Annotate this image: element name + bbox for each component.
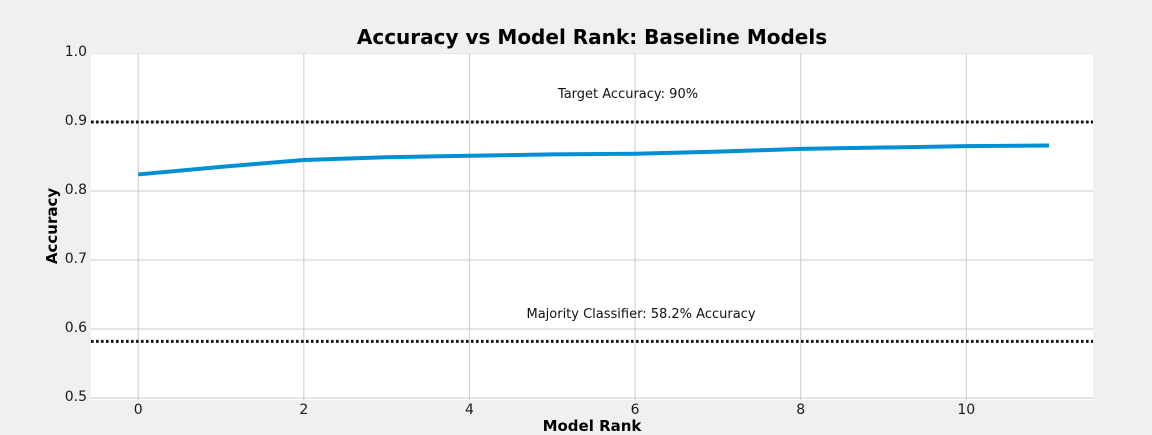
y-tick-label: 1.0 (64, 44, 87, 60)
x-axis-label: Model Rank (542, 417, 642, 435)
y-tick-label: 0.5 (64, 389, 87, 405)
accuracy-line (138, 143, 1050, 177)
chart-title: Accuracy vs Model Rank: Baseline Models (356, 25, 828, 49)
y-tick-label: 0.7 (64, 251, 87, 267)
majority-classifier-annotation: Majority Classifier: 58.2% Accuracy (526, 307, 756, 322)
target-accuracy-annotation: Target Accuracy: 90% (557, 87, 699, 102)
plot-area (91, 53, 1093, 400)
y-axis-label: Accuracy (43, 187, 61, 265)
x-tick-label: 4 (464, 402, 474, 418)
x-tick-label: 0 (133, 402, 143, 418)
x-tick-label: 6 (630, 402, 640, 418)
chart-canvas (91, 53, 1093, 400)
y-tick-label: 0.6 (64, 320, 87, 336)
y-tick-label: 0.8 (64, 182, 87, 198)
x-tick-label: 2 (299, 402, 309, 418)
x-tick-label: 10 (957, 402, 976, 418)
x-tick-label: 8 (796, 402, 806, 418)
y-tick-label: 0.9 (64, 113, 87, 129)
